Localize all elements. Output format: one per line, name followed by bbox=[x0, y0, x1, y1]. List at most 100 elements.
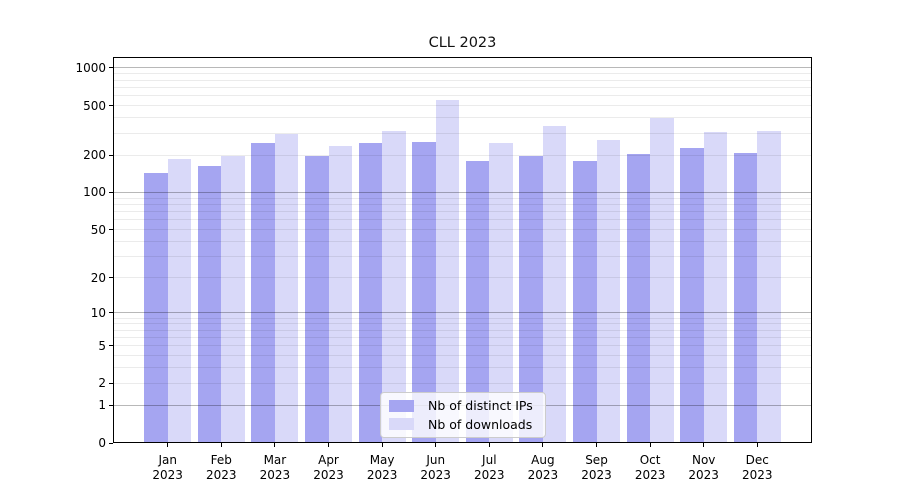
bar-downloads-feb bbox=[221, 155, 245, 443]
legend-swatch-distinct-ips bbox=[389, 399, 414, 412]
legend-label-downloads: Nb of downloads bbox=[428, 416, 533, 432]
xtick-year-jan: 2023 bbox=[152, 467, 183, 482]
bar-ips-nov bbox=[680, 147, 704, 443]
bar-downloads-nov bbox=[703, 132, 728, 443]
xtick-year-sep: 2023 bbox=[581, 467, 612, 482]
xtick-mark-apr bbox=[328, 443, 329, 447]
gridline-minor-600 bbox=[114, 95, 811, 97]
gridline-minor-5 bbox=[114, 345, 811, 347]
bar-ips-feb bbox=[197, 166, 222, 443]
xtick-mark-may bbox=[381, 443, 383, 447]
ytick-label-2: 2 bbox=[98, 376, 106, 391]
ytick-mark-1000 bbox=[109, 67, 113, 69]
bar-ips-apr bbox=[305, 156, 329, 443]
bar-ips-mar bbox=[251, 143, 275, 443]
bar-downloads-mar bbox=[274, 134, 299, 443]
xtick-label-aug: Aug 2023 bbox=[513, 453, 573, 482]
gridline-minor-500 bbox=[114, 105, 811, 107]
gridline-minor-6 bbox=[114, 336, 811, 338]
ytick-label-200: 200 bbox=[83, 148, 106, 163]
xtick-year-may: 2023 bbox=[366, 467, 398, 482]
gridline-minor-7 bbox=[114, 329, 811, 331]
bar-downloads-jun bbox=[435, 99, 460, 443]
legend-label-distinct-ips: Nb of distinct IPs bbox=[428, 398, 533, 414]
ytick-label-0: 0 bbox=[98, 436, 106, 450]
xtick-mark-mar bbox=[274, 443, 276, 447]
ytick-mark-20 bbox=[109, 277, 113, 279]
ytick-label-1000: 1000 bbox=[75, 60, 106, 75]
xtick-mark-oct bbox=[649, 443, 651, 447]
gridline-minor-80 bbox=[114, 203, 811, 205]
bar-ips-dec bbox=[733, 152, 758, 443]
gridline-minor-50 bbox=[114, 229, 811, 231]
gridline-minor-800 bbox=[114, 79, 811, 81]
bar-downloads-oct bbox=[650, 117, 674, 443]
bar-ips-jun bbox=[412, 141, 436, 443]
legend-item-downloads: Nb of downloads bbox=[389, 417, 537, 432]
ytick-label-500: 500 bbox=[83, 98, 106, 113]
xtick-year-oct: 2023 bbox=[634, 467, 666, 482]
xtick-label-oct: Oct 2023 bbox=[620, 453, 680, 482]
xtick-label-feb: Feb 2023 bbox=[191, 453, 251, 482]
gridline-minor-9 bbox=[114, 317, 811, 319]
ytick-mark-100 bbox=[109, 191, 113, 193]
ytick-mark-1 bbox=[109, 404, 113, 406]
gridline-minor-700 bbox=[114, 86, 811, 88]
bar-downloads-aug bbox=[542, 125, 567, 443]
gridline-minor-60 bbox=[114, 219, 811, 221]
gridline-major-100 bbox=[114, 191, 811, 193]
ytick-mark-200 bbox=[109, 154, 113, 156]
gridline-minor-40 bbox=[114, 240, 811, 242]
ytick-label-20: 20 bbox=[90, 270, 106, 285]
gridline-minor-30 bbox=[114, 256, 811, 258]
xtick-mark-sep bbox=[596, 443, 597, 447]
ytick-mark-50 bbox=[109, 229, 113, 231]
xtick-year-feb: 2023 bbox=[206, 467, 237, 482]
bar-downloads-apr bbox=[328, 146, 352, 443]
ytick-mark-0 bbox=[109, 442, 113, 444]
gridline-minor-70 bbox=[114, 211, 811, 213]
xtick-year-nov: 2023 bbox=[688, 467, 719, 482]
xtick-year-apr: 2023 bbox=[313, 467, 344, 482]
xtick-label-dec: Dec 2023 bbox=[727, 453, 787, 482]
xtick-label-apr: Apr 2023 bbox=[299, 453, 359, 482]
bar-ips-oct bbox=[626, 153, 651, 443]
ytick-label-10: 10 bbox=[90, 305, 106, 320]
xtick-label-nov: Nov 2023 bbox=[674, 453, 734, 482]
xtick-mark-feb bbox=[220, 443, 222, 447]
ytick-mark-500 bbox=[109, 105, 113, 107]
gridline-minor-900 bbox=[114, 73, 811, 75]
gridline-major-1000 bbox=[114, 67, 811, 69]
gridline-minor-2 bbox=[114, 382, 811, 384]
legend-swatch-downloads bbox=[389, 418, 414, 431]
xtick-year-aug: 2023 bbox=[527, 467, 559, 482]
xtick-year-dec: 2023 bbox=[742, 467, 773, 482]
xtick-label-jan: Jan 2023 bbox=[138, 453, 198, 482]
bar-ips-jan bbox=[144, 172, 168, 443]
ytick-label-100: 100 bbox=[83, 185, 106, 200]
gridline-minor-3 bbox=[114, 367, 811, 369]
xtick-mark-jun bbox=[435, 443, 437, 447]
gridline-minor-400 bbox=[114, 117, 811, 119]
xtick-label-mar: Mar 2023 bbox=[245, 453, 305, 482]
xtick-label-jun: Jun 2023 bbox=[406, 453, 466, 482]
bar-downloads-dec bbox=[757, 131, 781, 443]
gridline-minor-200 bbox=[114, 154, 811, 156]
bar-downloads-sep bbox=[596, 139, 620, 443]
xtick-year-mar: 2023 bbox=[259, 467, 291, 482]
bar-downloads-jan bbox=[167, 159, 192, 443]
bar-downloads-jul bbox=[489, 143, 513, 443]
ytick-label-5: 5 bbox=[98, 338, 106, 353]
xtick-mark-nov bbox=[703, 443, 705, 447]
gridline-minor-8 bbox=[114, 323, 811, 325]
xtick-mark-jan bbox=[167, 443, 169, 447]
bar-ips-sep bbox=[573, 160, 597, 443]
bar-downloads-may bbox=[382, 130, 406, 443]
ytick-mark-5 bbox=[109, 345, 113, 347]
bar-ips-may bbox=[358, 143, 383, 443]
xtick-year-jul: 2023 bbox=[474, 467, 505, 482]
xtick-label-jul: Jul 2023 bbox=[459, 453, 519, 482]
xtick-label-sep: Sep 2023 bbox=[567, 453, 627, 482]
ytick-label-1: 1 bbox=[98, 398, 106, 413]
xtick-label-may: May 2023 bbox=[352, 453, 412, 482]
